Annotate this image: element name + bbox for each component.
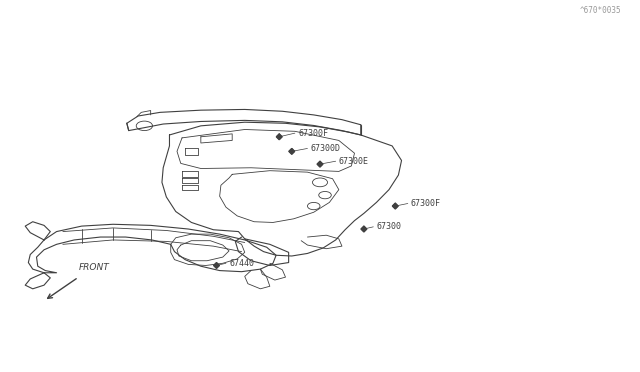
Text: 67440: 67440 xyxy=(229,259,254,268)
Polygon shape xyxy=(289,148,294,154)
Polygon shape xyxy=(317,161,323,167)
Polygon shape xyxy=(276,134,282,140)
Text: ^670*0035: ^670*0035 xyxy=(579,6,621,15)
Text: 67300D: 67300D xyxy=(310,144,340,153)
Text: FRONT: FRONT xyxy=(79,263,109,272)
Text: 67300F: 67300F xyxy=(298,129,328,138)
Polygon shape xyxy=(361,226,367,232)
Polygon shape xyxy=(392,203,398,209)
Text: 67300F: 67300F xyxy=(411,199,441,208)
Polygon shape xyxy=(214,263,220,268)
Text: 67300: 67300 xyxy=(376,222,401,231)
Text: 67300E: 67300E xyxy=(339,157,369,166)
